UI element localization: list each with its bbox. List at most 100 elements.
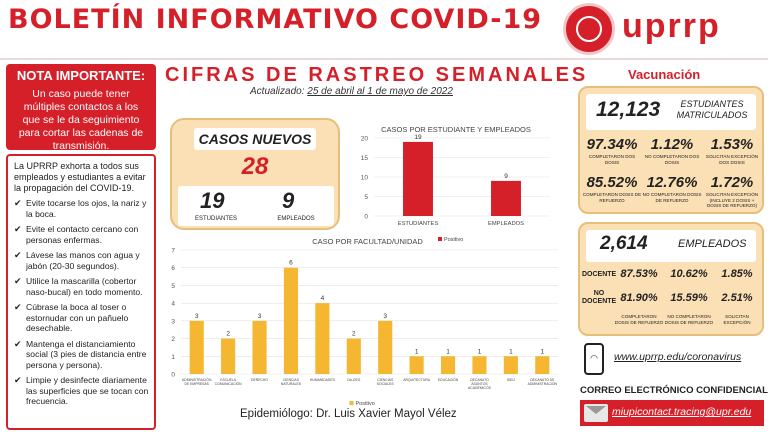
- stat-label: SOLICITAN EXCEPCIÓN (INCLUYE 2 DOSIS + D…: [705, 192, 759, 208]
- section-heading: CIFRAS DE RASTREO SEMANALES: [165, 64, 589, 86]
- bar: [535, 356, 550, 374]
- data-label: 3: [383, 313, 387, 320]
- chart-students-employees: CASOS POR ESTUDIANTE Y EMPLEADOS 0 5 10 15 20…: [361, 126, 550, 243]
- x-tick-label: ADMINISTRACIÓN DE EMPRESAS: [182, 377, 212, 386]
- checkmark-icon: ✔: [14, 198, 22, 208]
- data-label: 1: [415, 348, 419, 355]
- page-title: BOLETÍN INFORMATIVO COVID-19: [8, 4, 543, 35]
- stat-label: NO COMPLETARON DOS DOSIS: [644, 154, 700, 165]
- stat-value: 85.52%: [586, 174, 638, 191]
- checkmark-icon: ✔: [14, 302, 22, 312]
- nota-title: NOTA IMPORTANTE:: [16, 68, 146, 83]
- chart-title: CASOS POR ESTUDIANTE Y EMPLEADOS: [381, 126, 531, 134]
- epidemiologist: Epidemiólogo: Dr. Luis Xavier Mayol Véle…: [240, 408, 457, 420]
- stat-label: NO COMPLETARON DOSIS DE REFUERZO: [664, 314, 714, 325]
- data-label: 2: [226, 331, 230, 338]
- seal-inner-ring: [576, 16, 602, 42]
- y-tick-label: 4: [171, 301, 175, 308]
- stat-label: COMPLETARON DOSIS DE REFUERZO: [614, 314, 664, 325]
- list-item: ✔ Lávese las manos con agua y jabón (20-3…: [14, 250, 140, 271]
- stat-label: SOLICITAN EXCEPCIÓN: [723, 314, 751, 325]
- checkmark-icon: ✔: [14, 276, 22, 286]
- students-total-box: 12,123 ESTUDIANTES MATRICULADOS: [586, 94, 756, 130]
- data-label: 2: [352, 331, 356, 338]
- y-tick-label: 0: [171, 372, 175, 379]
- new-cases-total: 28: [241, 153, 269, 180]
- data-label: 19: [414, 134, 422, 141]
- bar: [252, 320, 267, 374]
- tips-intro: La UPRRP exhorta a todos sus empleados y…: [14, 161, 146, 193]
- stat-value: 1.12%: [650, 136, 694, 153]
- new-cases-title: CASOS NUEVOS: [198, 131, 312, 147]
- data-label: 4: [321, 295, 325, 302]
- x-tick-label: DECANATO DE ADMINISTRACIÓN: [528, 378, 558, 386]
- legend-label: Positivo: [356, 401, 375, 407]
- stat-value: 10.62%: [670, 268, 708, 280]
- new-cases-breakdown: 19 ESTUDIANTES 9 EMPLEADOS: [178, 186, 334, 226]
- students-label: ESTUDIANTES: [194, 216, 237, 222]
- y-tick-label: 0: [364, 214, 368, 221]
- stat-value: 2.51%: [721, 292, 753, 304]
- list-item: ✔ Utilice la mascarilla (cobertor naso-bu…: [14, 276, 143, 297]
- employees-count: 9: [282, 188, 295, 213]
- website-link[interactable]: www.uprrp.edu/coronavirus: [614, 351, 742, 363]
- wifi-signal-icon: ◠: [590, 353, 598, 363]
- employees-total: 2,614: [600, 233, 648, 254]
- employees-vaccination-card: 2,614 EMPLEADOS DOCENTE 87.53% 10.62% 1.…: [578, 222, 764, 336]
- chart-title: CASO POR FACULTAD/UNIDAD: [312, 237, 423, 246]
- data-label: 1: [478, 348, 482, 355]
- no-docente-label: NO DOCENTE: [582, 290, 617, 305]
- new-cases-title-box: CASOS NUEVOS: [194, 128, 316, 150]
- list-item: ✔ Limpie y desinfecte diariamente las sup…: [14, 375, 149, 406]
- x-tick-label: ARQUITECTURA: [403, 378, 430, 382]
- bar: [440, 356, 456, 374]
- data-label: 6: [289, 260, 293, 267]
- new-cases-card: CASOS NUEVOS 28 19 ESTUDIANTES 9 EMPLEAD…: [170, 118, 340, 230]
- students-total: 12,123: [596, 98, 661, 121]
- students-total-label: ESTUDIANTES MATRICULADOS: [676, 99, 748, 120]
- employees-total-box: 2,614 EMPLEADOS: [586, 230, 756, 262]
- checkmark-icon: ✔: [14, 224, 22, 234]
- bar: [472, 356, 487, 374]
- bar: [315, 303, 330, 374]
- bar: [283, 267, 299, 374]
- data-label: 3: [195, 313, 199, 320]
- x-tick-label: DECANATO ASUNTOS ACADÉMICOS: [468, 378, 492, 390]
- header-divider: [0, 58, 768, 60]
- email-title: CORREO ELECTRÓNICO CONFIDENCIAL: [580, 385, 768, 396]
- bar: [503, 356, 518, 374]
- checkmark-icon: ✔: [14, 250, 22, 260]
- stat-value: 1.72%: [710, 174, 754, 191]
- email-box: miupicontact.tracing@upr.edu: [580, 400, 764, 426]
- bar: [189, 320, 204, 374]
- phone-icon: ◠: [584, 343, 604, 375]
- list-item: ✔ Cúbrase la boca al toser o estornudar c…: [14, 302, 129, 333]
- y-tick-label: 3: [171, 318, 175, 325]
- checkmark-icon: ✔: [14, 375, 22, 385]
- university-seal-icon: [563, 3, 615, 55]
- stat-value: 97.34%: [586, 136, 638, 153]
- list-item: ✔ Evite el contacto cercano con personas …: [14, 224, 139, 245]
- stat-value: 87.53%: [620, 268, 658, 280]
- data-label: 1: [446, 348, 450, 355]
- legend-swatch: [438, 237, 442, 241]
- x-tick-label: EDUCACIÓN: [438, 377, 459, 382]
- data-label: 3: [258, 313, 262, 320]
- y-tick-label: 1: [171, 354, 175, 361]
- list-item: ✔ Mantenga el distanciamiento social (3 p…: [14, 338, 147, 370]
- updated-date: Actualizado: 25 de abril al 1 de mayo de…: [250, 86, 453, 97]
- email-link[interactable]: miupicontact.tracing@upr.edu: [612, 406, 752, 418]
- envelope-flap: [586, 406, 606, 416]
- vaccination-title: Vacunación: [628, 67, 701, 82]
- docente-label: DOCENTE: [582, 271, 617, 278]
- employees-label: EMPLEADOS: [277, 216, 315, 222]
- y-tick-label: 7: [171, 248, 175, 255]
- stat-label: NO COMPLETARON DOSIS DE REFUERZO: [642, 192, 702, 203]
- x-tick-label: EMPLEADOS: [488, 221, 524, 227]
- bar: [378, 320, 393, 374]
- x-tick-label: DERECHO: [251, 378, 268, 382]
- stat-value: 1.53%: [710, 136, 754, 153]
- students-vaccination-card: 12,123 ESTUDIANTES MATRICULADOS 97.34% C…: [578, 86, 764, 214]
- stat-value: 15.59%: [670, 292, 708, 304]
- legend-swatch: [349, 401, 354, 405]
